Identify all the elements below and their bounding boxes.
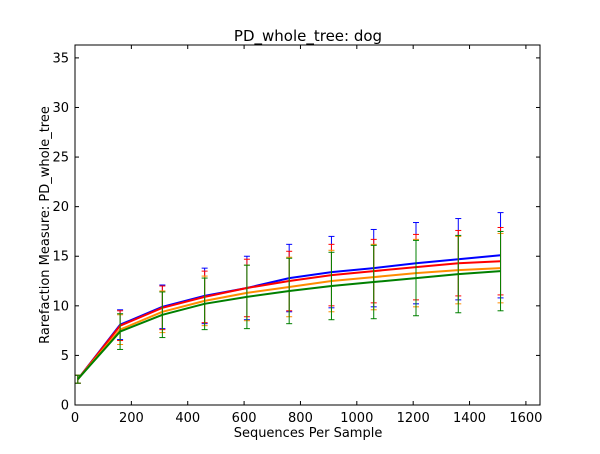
series-line: [77, 270, 501, 380]
plot-frame: [74, 44, 541, 406]
x-tick-label: 0: [71, 411, 79, 426]
x-tick-label: 600: [232, 411, 257, 426]
x-tick-label: 200: [119, 411, 144, 426]
y-tick-label: 25: [52, 151, 69, 166]
y-axis-label: Rarefaction Measure: PD_whole_tree: [38, 106, 53, 344]
x-axis-label: Sequences Per Sample: [234, 426, 383, 441]
x-tick-label: 800: [288, 411, 313, 426]
plot-area: [74, 44, 541, 406]
y-tick-label: 10: [52, 299, 69, 314]
x-tick-label: 1400: [453, 411, 486, 426]
chart-title: PD_whole_tree: dog: [234, 27, 382, 46]
series-4: [74, 230, 504, 384]
x-tick-label: 1600: [509, 411, 542, 426]
y-tick-label: 35: [52, 51, 69, 66]
x-axis: 0 200 400 600 800 1000 1200 1400 1600: [71, 45, 542, 426]
x-tick-label: 1000: [340, 411, 373, 426]
y-tick-label: 5: [61, 349, 69, 364]
y-axis: 0 5 10 15 20 25 30 35: [52, 51, 540, 414]
y-tick-label: 15: [52, 250, 69, 265]
x-tick-label: 400: [175, 411, 200, 426]
y-tick-label: 0: [61, 399, 69, 414]
y-tick-label: 20: [52, 200, 69, 215]
x-tick-label: 1200: [397, 411, 430, 426]
y-tick-label: 30: [52, 101, 69, 116]
